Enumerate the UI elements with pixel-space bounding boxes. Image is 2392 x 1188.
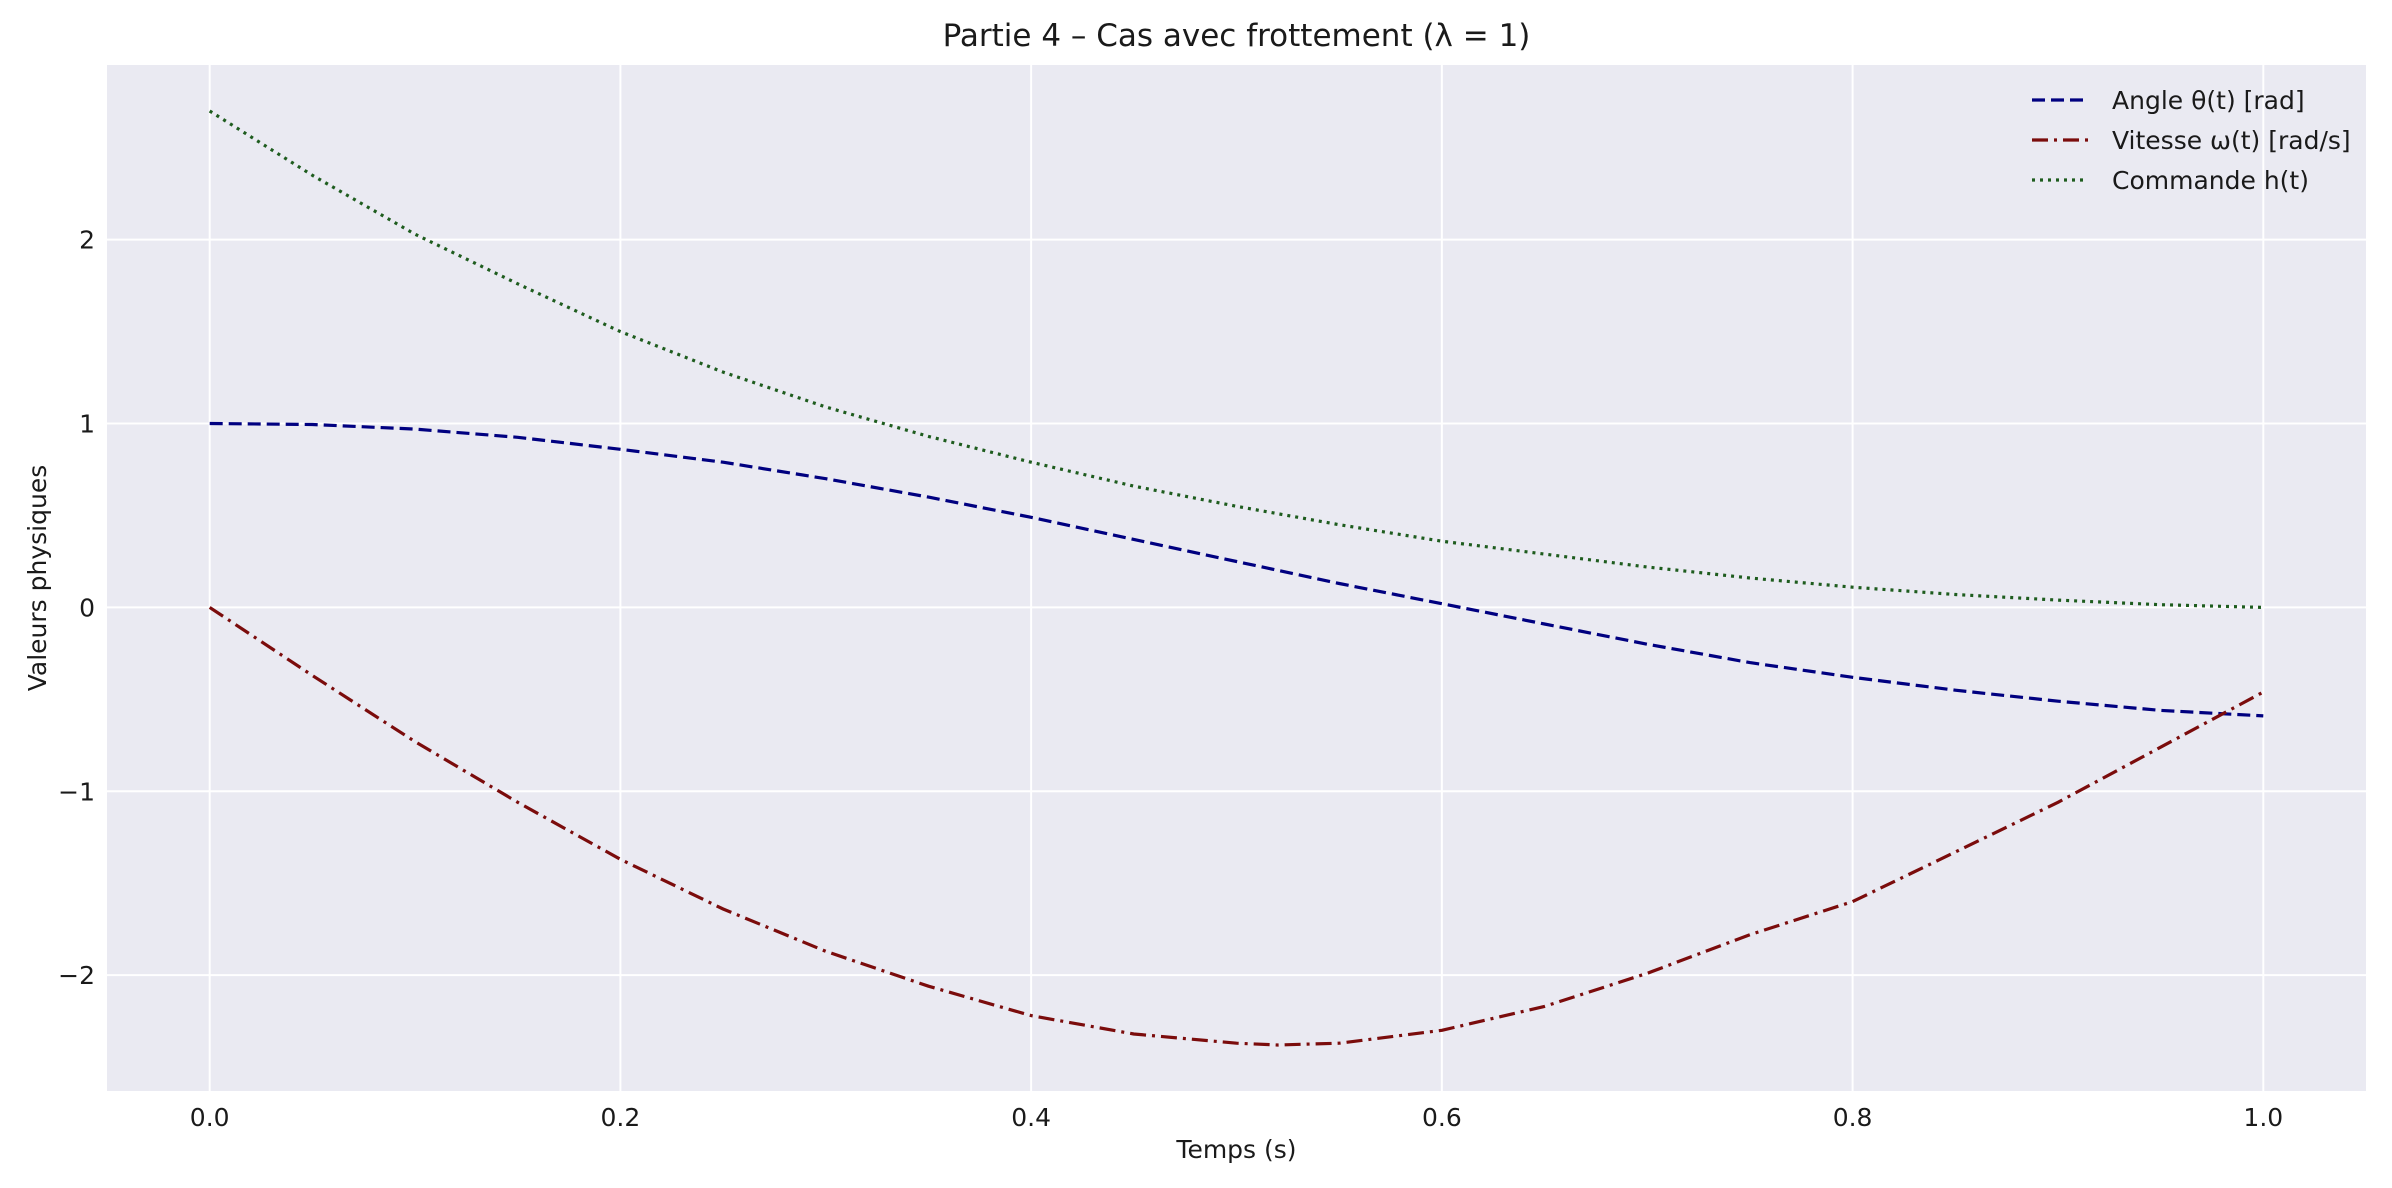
x-axis-label: Temps (s) <box>1175 1135 1296 1164</box>
y-tick-label: 0 <box>79 593 95 622</box>
series-lines <box>208 109 2265 1047</box>
x-tick-label: 1.0 <box>2243 1103 2283 1132</box>
chart-title: Partie 4 – Cas avec frottement (λ = 1) <box>943 18 1531 54</box>
legend-label-2: Vitesse ω(t) [rad/s] <box>2112 126 2351 155</box>
y-tick-label: 2 <box>79 226 95 255</box>
y-tick-label: 1 <box>79 410 95 439</box>
x-tick-label: 0.6 <box>1422 1103 1462 1132</box>
y-tick-label: −2 <box>58 961 95 990</box>
x-tick-label: 0.8 <box>1833 1103 1873 1132</box>
series-line-1 <box>209 421 2264 718</box>
y-axis-label: Valeurs physiques <box>23 465 52 692</box>
x-tick-labels: 0.0 0.2 0.4 0.6 0.8 1.0 <box>190 1103 2283 1132</box>
plot-area <box>107 65 2366 1091</box>
x-tick-label: 0.0 <box>190 1103 230 1132</box>
y-tick-label: −1 <box>58 777 95 806</box>
legend-label-3: Commande h(t) <box>2112 166 2309 195</box>
x-tick-label: 0.4 <box>1011 1103 1051 1132</box>
series-line-2 <box>208 606 2265 1047</box>
grid-lines <box>107 65 2366 1091</box>
y-tick-labels: −2 −1 0 1 2 <box>58 226 95 990</box>
legend: Angle θ(t) [rad] Vitesse ω(t) [rad/s] Comm… <box>2032 86 2351 195</box>
x-tick-label: 0.2 <box>601 1103 641 1132</box>
legend-label-1: Angle θ(t) [rad] <box>2112 86 2305 115</box>
